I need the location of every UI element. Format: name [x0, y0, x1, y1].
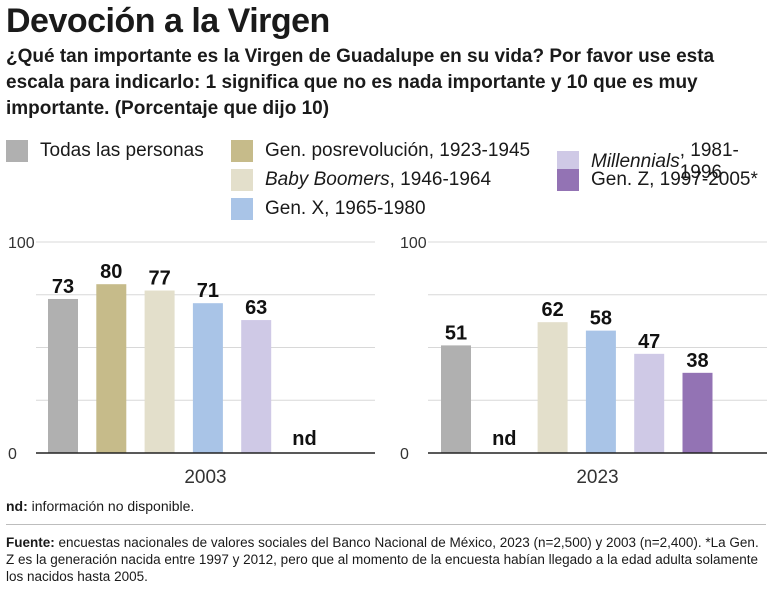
legend-swatch: [557, 151, 579, 173]
bar-nd-label: nd: [492, 428, 516, 450]
y-tick-label: 0: [400, 446, 409, 463]
legend-item-baby-boomers: Baby Boomers, 1946-1964: [231, 169, 491, 191]
y-tick-label: 100: [400, 235, 427, 252]
legend-swatch: [557, 169, 579, 191]
legend-label: Gen. Z, 1997-2005*: [591, 169, 758, 190]
bar-value-label: 73: [52, 276, 74, 298]
bar: [192, 303, 223, 453]
footnote-nd: nd: información no disponible.: [6, 498, 194, 514]
footnote-text: información no disponible.: [27, 498, 195, 514]
bar-value-label: 38: [686, 350, 708, 372]
legend-label: Gen. posrevolución, 1923-1945: [265, 140, 531, 161]
footnote-label: nd:: [6, 498, 28, 514]
legend-label-italic: Millennials: [591, 151, 680, 172]
legend-label-rest: , 1981-1996: [679, 140, 739, 183]
legend-label-rest: , 1946-1964: [389, 169, 492, 190]
legend-swatch: [231, 198, 253, 220]
divider: [6, 524, 766, 525]
x-category-label: 2023: [576, 467, 618, 488]
legend-label: Gen. X, 1965-1980: [265, 198, 426, 219]
source-text: encuestas nacionales de valores sociales…: [6, 535, 759, 584]
bar: [48, 298, 78, 453]
legend-swatch: [231, 140, 253, 162]
bar-chart: 100 0 73 80 77 71 63 nd 2003 100 0 51 nd 62 58 47 38 2023: [8, 235, 767, 488]
source-label: Fuente:: [6, 535, 55, 550]
legend-item-posrevolucion: Gen. posrevolución, 1923-1945: [231, 140, 530, 162]
legend-item-gen-z: Gen. Z, 1997-2005*: [557, 169, 758, 191]
bar: [537, 322, 568, 453]
bar-nd-label: nd: [292, 428, 316, 450]
y-tick-label: 100: [8, 235, 35, 252]
bar-value-label: 58: [590, 308, 612, 330]
legend-label-italic: Baby Boomers: [265, 169, 390, 190]
bar: [96, 284, 127, 453]
source-note: Fuente: encuestas nacionales de valores …: [6, 534, 761, 585]
bar: [634, 353, 665, 453]
bar: [241, 320, 272, 453]
bar-value-label: 71: [197, 280, 219, 302]
bar: [585, 330, 616, 453]
bar: [441, 345, 471, 453]
chart-title: Devoción a la Virgen: [6, 2, 330, 40]
bar-value-label: 51: [445, 322, 467, 344]
y-tick-label: 0: [8, 446, 17, 463]
bar-value-label: 63: [245, 297, 267, 319]
x-category-label: 2003: [184, 467, 226, 488]
bar: [682, 372, 713, 453]
bar: [144, 290, 175, 453]
legend-swatch: [6, 140, 28, 162]
bar-value-label: 47: [638, 331, 660, 353]
bar-value-label: 62: [541, 299, 563, 321]
legend-item-todas: Todas las personas: [6, 140, 204, 162]
legend-item-millennials: Millennials, 1981-1996: [557, 140, 775, 184]
chart-subtitle: ¿Qué tan importante es la Virgen de Guad…: [6, 46, 715, 119]
bar-value-label: 77: [148, 268, 170, 290]
legend-item-gen-x: Gen. X, 1965-1980: [231, 198, 426, 220]
legend-swatch: [231, 169, 253, 191]
bar-value-label: 80: [100, 261, 122, 283]
legend-label: Todas las personas: [40, 140, 204, 161]
